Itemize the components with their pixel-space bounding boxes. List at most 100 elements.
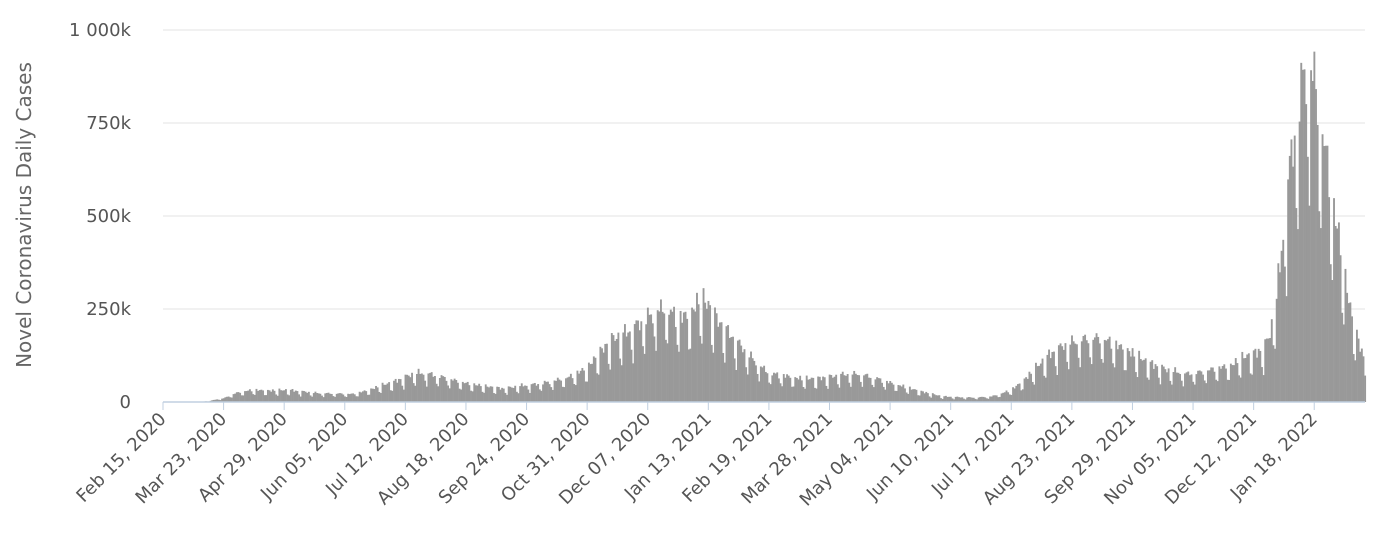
daily-case-bar[interactable]	[1313, 52, 1315, 402]
daily-case-bar[interactable]	[518, 393, 520, 402]
daily-case-bar[interactable]	[531, 384, 533, 402]
daily-case-bar[interactable]	[319, 394, 321, 402]
daily-case-bar[interactable]	[1336, 229, 1338, 402]
daily-case-bar[interactable]	[824, 377, 826, 402]
daily-case-bar[interactable]	[1156, 366, 1158, 402]
daily-case-bar[interactable]	[1191, 374, 1193, 402]
daily-case-bar[interactable]	[1061, 346, 1063, 402]
daily-case-bar[interactable]	[837, 384, 839, 402]
daily-case-bar[interactable]	[927, 393, 929, 402]
daily-case-bar[interactable]	[557, 378, 559, 402]
daily-case-bar[interactable]	[1133, 357, 1135, 402]
daily-case-bar[interactable]	[773, 373, 775, 402]
daily-case-bar[interactable]	[1069, 345, 1071, 402]
daily-case-bar[interactable]	[1127, 348, 1129, 402]
daily-case-bar[interactable]	[411, 373, 413, 402]
daily-case-bar[interactable]	[1295, 208, 1297, 402]
daily-case-bar[interactable]	[671, 312, 673, 402]
daily-case-bar[interactable]	[1146, 378, 1148, 402]
daily-case-bar[interactable]	[711, 345, 713, 402]
daily-case-bar[interactable]	[883, 387, 885, 402]
daily-case-bar[interactable]	[708, 301, 710, 402]
daily-case-bar[interactable]	[360, 392, 362, 402]
daily-case-bar[interactable]	[303, 391, 305, 402]
daily-case-bar[interactable]	[734, 358, 736, 402]
daily-case-bar[interactable]	[583, 371, 585, 402]
daily-case-bar[interactable]	[857, 375, 859, 402]
daily-case-bar[interactable]	[537, 384, 539, 402]
daily-case-bar[interactable]	[1007, 392, 1009, 402]
daily-case-bar[interactable]	[1192, 382, 1194, 402]
daily-case-bar[interactable]	[886, 381, 888, 402]
daily-case-bar[interactable]	[1207, 370, 1209, 402]
daily-case-bar[interactable]	[791, 387, 793, 402]
daily-case-bar[interactable]	[1056, 375, 1058, 402]
daily-case-bar[interactable]	[542, 384, 544, 402]
daily-case-bar[interactable]	[300, 397, 302, 402]
daily-case-bar[interactable]	[775, 373, 777, 402]
daily-case-bar[interactable]	[753, 361, 755, 402]
daily-case-bar[interactable]	[763, 366, 765, 402]
daily-case-bar[interactable]	[1010, 395, 1012, 402]
daily-case-bar[interactable]	[1022, 389, 1024, 402]
daily-case-bar[interactable]	[1094, 337, 1096, 402]
daily-case-bar[interactable]	[1184, 373, 1186, 402]
daily-case-bar[interactable]	[871, 385, 873, 402]
daily-case-bar[interactable]	[683, 312, 685, 402]
daily-case-bar[interactable]	[899, 385, 901, 402]
daily-case-bar[interactable]	[259, 390, 261, 402]
daily-case-bar[interactable]	[696, 293, 698, 402]
daily-case-bar[interactable]	[576, 371, 578, 402]
daily-case-bar[interactable]	[324, 393, 326, 402]
daily-case-bar[interactable]	[1240, 378, 1242, 402]
daily-case-bar[interactable]	[632, 363, 634, 402]
daily-case-bar[interactable]	[332, 396, 334, 402]
daily-case-bar[interactable]	[1186, 372, 1188, 402]
daily-case-bar[interactable]	[1356, 330, 1358, 402]
daily-case-bar[interactable]	[653, 336, 655, 402]
daily-case-bar[interactable]	[1137, 377, 1139, 402]
daily-case-bar[interactable]	[1112, 363, 1114, 402]
daily-case-bar[interactable]	[868, 378, 870, 402]
daily-case-bar[interactable]	[634, 324, 636, 402]
daily-case-bar[interactable]	[432, 377, 434, 402]
daily-case-bar[interactable]	[950, 397, 952, 402]
daily-case-bar[interactable]	[1323, 146, 1325, 402]
daily-case-bar[interactable]	[1168, 368, 1170, 402]
daily-case-bar[interactable]	[265, 395, 267, 402]
daily-case-bar[interactable]	[847, 374, 849, 402]
daily-case-bar[interactable]	[444, 377, 446, 402]
daily-case-bar[interactable]	[406, 375, 408, 402]
daily-case-bar[interactable]	[486, 387, 488, 402]
daily-case-bar[interactable]	[239, 393, 241, 402]
daily-case-bar[interactable]	[578, 374, 580, 402]
daily-case-bar[interactable]	[1302, 70, 1304, 402]
daily-case-bar[interactable]	[301, 391, 303, 402]
daily-case-bar[interactable]	[786, 374, 788, 402]
daily-case-bar[interactable]	[635, 320, 637, 402]
daily-case-bar[interactable]	[1220, 369, 1222, 402]
daily-case-bar[interactable]	[1140, 359, 1142, 402]
daily-case-bar[interactable]	[454, 379, 456, 402]
daily-case-bar[interactable]	[1341, 313, 1343, 402]
daily-case-bar[interactable]	[1074, 344, 1076, 402]
daily-case-bar[interactable]	[935, 395, 937, 402]
daily-case-bar[interactable]	[839, 388, 841, 402]
daily-case-bar[interactable]	[500, 390, 502, 402]
daily-case-bar[interactable]	[482, 392, 484, 402]
daily-case-bar[interactable]	[1087, 343, 1089, 402]
daily-case-bar[interactable]	[364, 390, 366, 402]
daily-case-bar[interactable]	[665, 340, 667, 402]
daily-case-bar[interactable]	[1363, 356, 1365, 402]
daily-case-bar[interactable]	[685, 312, 687, 402]
daily-case-bar[interactable]	[1233, 365, 1235, 402]
daily-case-bar[interactable]	[870, 378, 872, 402]
daily-case-bar[interactable]	[1235, 358, 1237, 402]
daily-case-bar[interactable]	[254, 395, 256, 402]
daily-case-bar[interactable]	[285, 389, 287, 402]
daily-case-bar[interactable]	[853, 371, 855, 402]
daily-case-bar[interactable]	[464, 383, 466, 402]
daily-case-bar[interactable]	[1169, 381, 1171, 402]
daily-case-bar[interactable]	[1035, 363, 1037, 402]
daily-case-bar[interactable]	[424, 381, 426, 402]
